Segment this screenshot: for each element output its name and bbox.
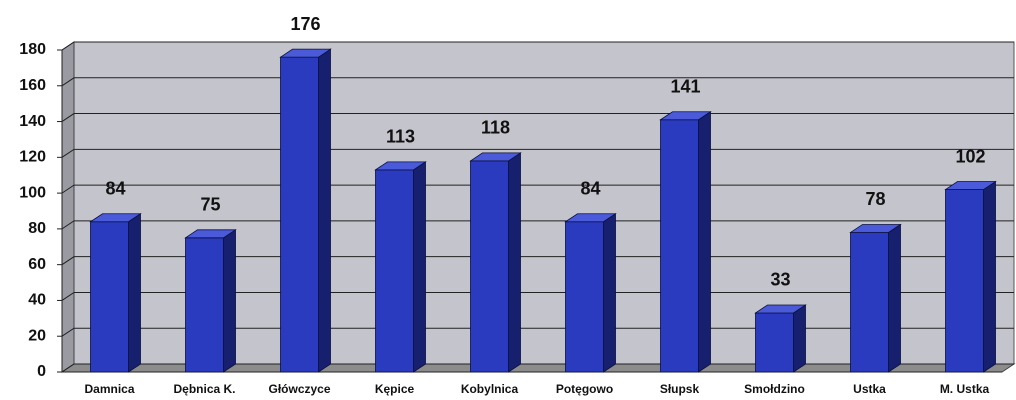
bar-top: [564, 213, 617, 223]
bar-top: [279, 48, 332, 58]
value-label: 75: [200, 195, 220, 215]
y-tick-label: 140: [19, 113, 46, 130]
bar-side: [508, 152, 521, 373]
y-tick-label: 40: [28, 292, 46, 309]
bar-top: [944, 181, 997, 190]
bar-side: [888, 223, 901, 373]
x-tick-label: Damnica: [84, 382, 134, 396]
grid-line: [61, 41, 1014, 51]
value-label: 33: [770, 270, 790, 290]
bar-side: [983, 180, 996, 373]
bar-side: [413, 161, 426, 373]
value-label: 78: [865, 189, 885, 209]
x-tick-label: Słupsk: [660, 382, 700, 396]
bar: [945, 189, 984, 373]
bar-top: [659, 111, 712, 121]
x-tick-label: Ustka: [853, 382, 886, 396]
value-label: 176: [290, 14, 320, 34]
x-tick-label: Kobylnica: [461, 382, 519, 396]
bar-side: [698, 111, 711, 373]
bar: [185, 237, 224, 373]
y-tick-label: 20: [28, 327, 46, 344]
bar: [280, 56, 319, 373]
value-label: 84: [105, 178, 125, 198]
bar-side: [603, 212, 616, 373]
value-label: 102: [955, 146, 985, 166]
y-tick-label: 160: [19, 77, 46, 94]
x-tick-label: Potęgowo: [556, 382, 613, 396]
bar-top: [849, 224, 902, 233]
bar: [470, 160, 509, 373]
bar-top: [184, 229, 237, 239]
bar-top: [89, 213, 142, 223]
y-tick-label: 80: [28, 220, 46, 237]
x-tick-label: Kępice: [375, 382, 415, 396]
value-label: 118: [481, 118, 510, 138]
y-tick-label: 180: [19, 41, 46, 58]
x-tick-label: Smołdzino: [744, 382, 805, 396]
x-tick-label: Główczyce: [268, 382, 330, 396]
bar: [850, 232, 889, 373]
side-wall: [61, 41, 75, 373]
bar-top: [374, 161, 427, 171]
value-label: 141: [670, 77, 700, 97]
bar-side: [223, 229, 236, 373]
x-tick-label: M. Ustka: [940, 382, 990, 396]
bar: [660, 119, 699, 373]
bar: [375, 169, 414, 373]
bar-top: [469, 152, 522, 162]
grid-line: [61, 77, 1014, 87]
bar-top: [754, 304, 807, 314]
y-tick-label: 0: [37, 363, 46, 380]
bar-side: [793, 304, 806, 373]
y-tick-label: 100: [19, 184, 46, 201]
x-tick-label: Dębnica K.: [173, 382, 235, 396]
bar: [755, 312, 794, 373]
bar: [565, 221, 604, 373]
y-tick-label: 60: [28, 256, 46, 273]
bar-side: [128, 212, 141, 373]
bar: [90, 221, 129, 373]
y-tick-label: 120: [19, 149, 46, 166]
value-label: 113: [386, 127, 415, 147]
bar-side: [318, 48, 331, 373]
value-label: 84: [580, 178, 600, 198]
